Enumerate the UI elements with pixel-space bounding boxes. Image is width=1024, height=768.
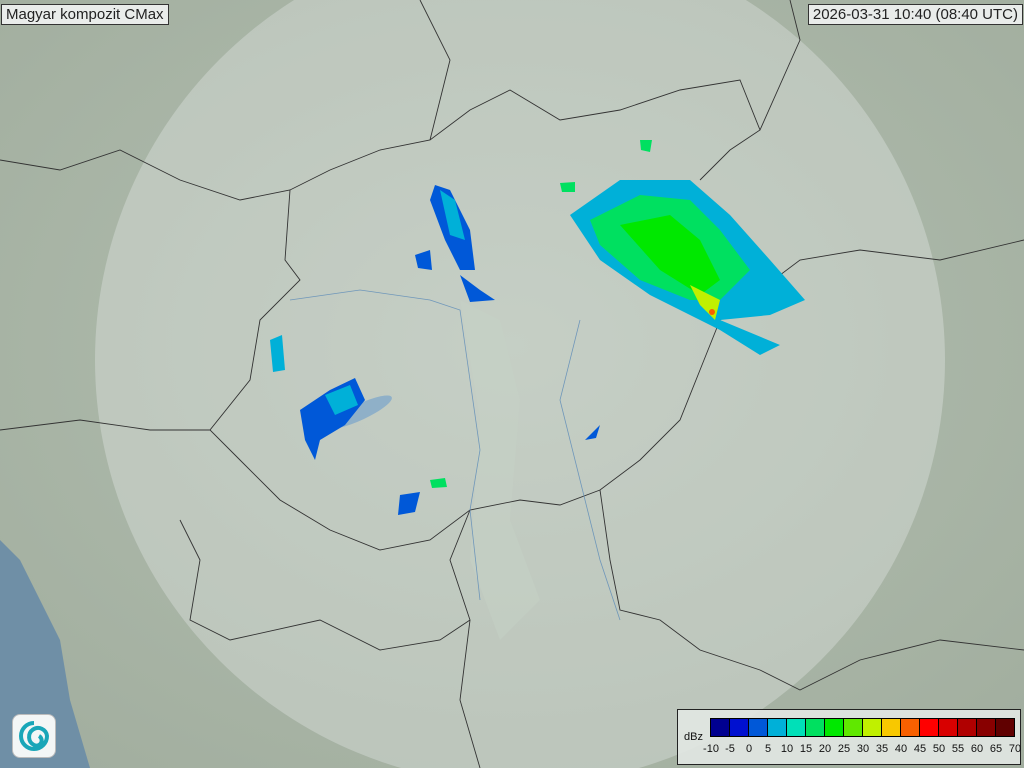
legend-swatch — [863, 719, 882, 736]
legend-tick-label: 70 — [1008, 743, 1022, 755]
legend-tick-label: 45 — [913, 743, 927, 755]
map-title: Magyar kompozit CMax — [1, 4, 169, 25]
legend-tick-label: 65 — [989, 743, 1003, 755]
legend-swatch — [711, 719, 730, 736]
legend-color-bar — [710, 718, 1015, 737]
rivers — [289, 289, 621, 621]
legend-unit: dBz — [684, 731, 703, 743]
legend-swatch — [920, 719, 939, 736]
legend-swatch — [806, 719, 825, 736]
timestamp: 2026-03-31 10:40 (08:40 UTC) — [807, 4, 1023, 25]
dbz-color-legend: dBz -10 -5 0 5 10 15 20 25 30 35 40 45 50 55 60 65 70 — [677, 709, 1021, 765]
legend-tick-label: 20 — [818, 743, 832, 755]
legend-tick-label: -10 — [703, 743, 719, 755]
legend-tick-label: 15 — [799, 743, 813, 755]
legend-tick-label: 55 — [951, 743, 965, 755]
legend-tick-label: 0 — [745, 743, 753, 755]
legend-swatch — [958, 719, 977, 736]
legend-swatch — [901, 719, 920, 736]
legend-swatch — [844, 719, 863, 736]
legend-tick-label: 30 — [856, 743, 870, 755]
legend-tick-label: 50 — [932, 743, 946, 755]
legend-tick-label: 35 — [875, 743, 889, 755]
legend-tick-label: 10 — [780, 743, 794, 755]
plain-area — [460, 300, 540, 640]
legend-swatch — [996, 719, 1014, 736]
radar-echoes — [270, 140, 805, 515]
legend-swatch — [787, 719, 806, 736]
legend-swatch — [768, 719, 787, 736]
radar-coverage-area — [95, 0, 945, 768]
legend-tick-label: -5 — [725, 743, 735, 755]
legend-tick-label: 60 — [970, 743, 984, 755]
legend-swatch — [730, 719, 749, 736]
legend-swatch — [825, 719, 844, 736]
legend-tick-label: 25 — [837, 743, 851, 755]
legend-tick-label: 5 — [764, 743, 772, 755]
legend-swatch — [939, 719, 958, 736]
legend-tick-label: 40 — [894, 743, 908, 755]
legend-swatch — [882, 719, 901, 736]
legend-swatch — [977, 719, 996, 736]
legend-swatch — [749, 719, 768, 736]
met-service-swirl-logo-icon — [12, 714, 56, 758]
legend-ticks: -10 -5 0 5 10 15 20 25 30 35 40 45 50 55 60 65 70 — [701, 743, 1024, 759]
adriatic-sea — [0, 540, 90, 768]
